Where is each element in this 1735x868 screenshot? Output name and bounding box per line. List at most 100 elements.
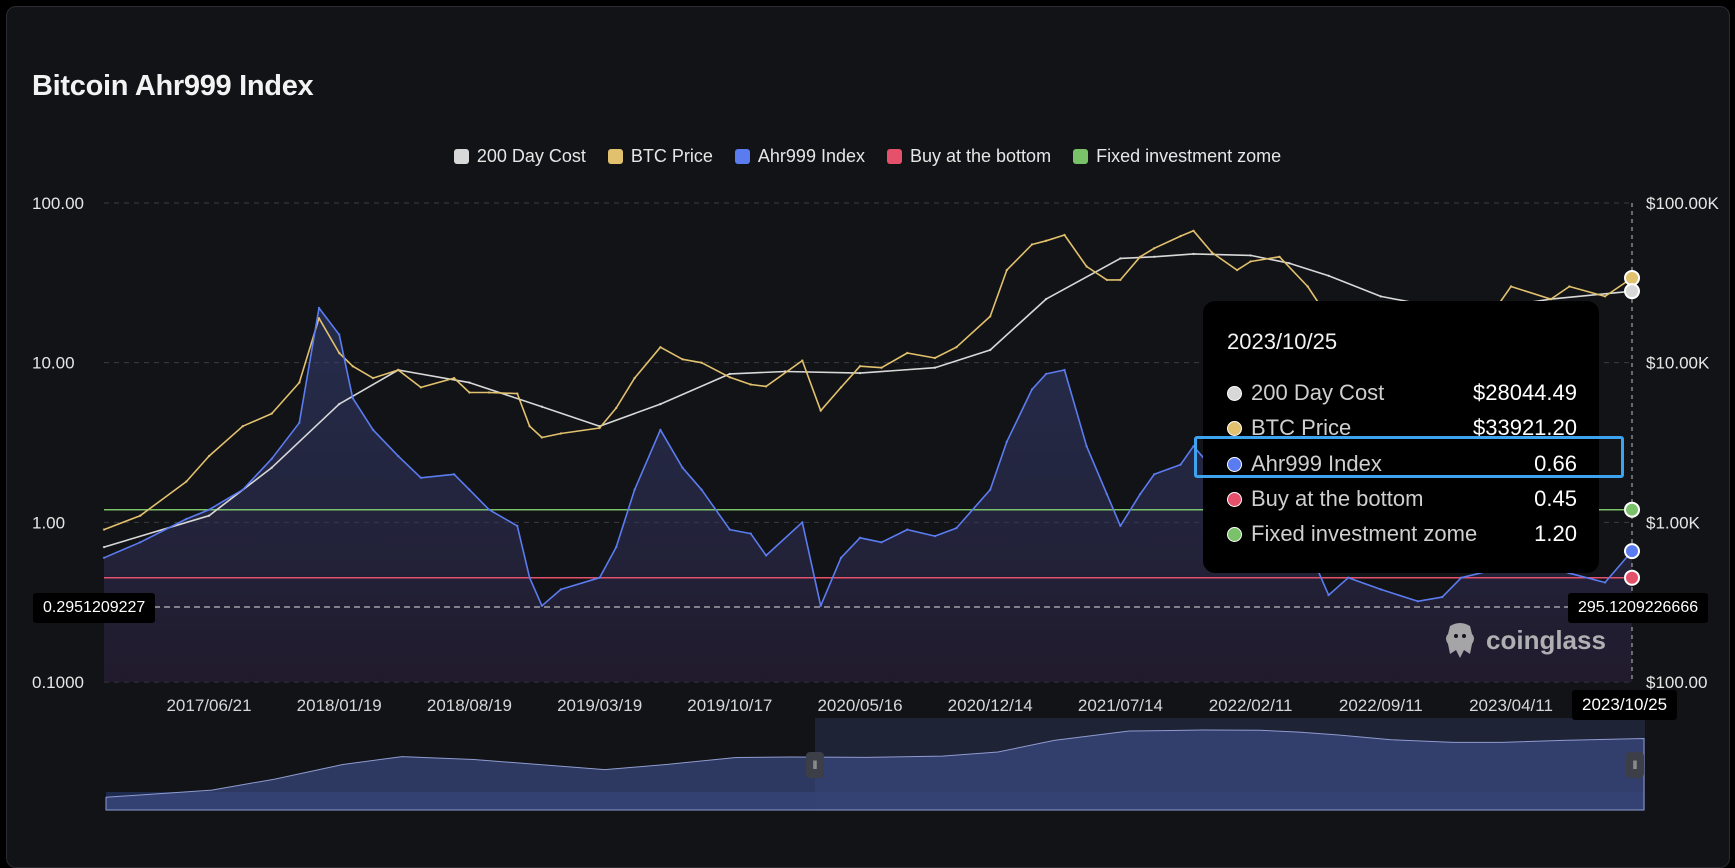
data-point: [1030, 243, 1034, 246]
tooltip-dot: [1227, 526, 1242, 542]
data-point: [1603, 295, 1607, 298]
data-point: [270, 466, 273, 469]
data-point: [1192, 252, 1195, 256]
legend-swatch: [607, 149, 623, 164]
overview-brush-left-handle[interactable]: ‖: [806, 752, 824, 778]
tooltip-label: Ahr999 Index: [1251, 451, 1382, 476]
data-point: [659, 402, 662, 406]
data-point: [764, 554, 768, 557]
y-left-tick-label: 0.1000: [32, 673, 84, 692]
y-right-tick-label: $100.00: [1646, 673, 1707, 692]
data-point: [839, 386, 843, 389]
data-point: [819, 604, 822, 607]
tooltip-value: $33921.20: [1473, 415, 1577, 440]
legend-label: Buy at the bottom: [909, 146, 1052, 166]
data-point: [728, 528, 731, 531]
legend-item-btc-price[interactable]: BTC Price: [607, 146, 713, 167]
legend-item-fixed-investment-zone[interactable]: Fixed investment zome: [1073, 146, 1281, 167]
data-point: [338, 351, 341, 355]
tooltip-value: $28044.49: [1473, 380, 1577, 405]
data-point: [1179, 463, 1182, 466]
coinglass-watermark: coinglass: [1442, 620, 1606, 660]
data-point: [516, 524, 519, 528]
data-point: [1044, 372, 1048, 376]
data-point: [989, 315, 992, 318]
x-tick-label: 2022/09/11: [1339, 696, 1423, 715]
tooltip-dot: [1227, 491, 1242, 507]
data-point: [819, 409, 822, 412]
data-point: [298, 421, 301, 424]
legend-item-buy-at-the-bottom[interactable]: Buy at the bottom: [886, 146, 1052, 167]
data-point: [1235, 268, 1239, 272]
overview-series-area: [105, 729, 1645, 811]
y-left-tick-label: 100.00: [32, 194, 84, 213]
coinglass-logo-icon: [1446, 623, 1474, 658]
data-point: [241, 425, 244, 428]
x-tick-label: 2019/10/17: [687, 696, 772, 715]
tooltip-label: BTC Price: [1251, 415, 1352, 440]
chart-title: Bitcoin Ahr999 Index: [32, 70, 314, 102]
data-point: [139, 514, 142, 517]
data-point: [681, 466, 684, 469]
data-point: [185, 517, 188, 521]
data-point: [397, 368, 400, 372]
data-point: [270, 457, 273, 460]
x-tick-label: 2020/12/14: [948, 696, 1033, 715]
data-point: [1379, 588, 1383, 591]
data-point: [1441, 595, 1444, 599]
x-tick-label: 2022/02/11: [1209, 696, 1293, 715]
tooltip-dot: [1227, 420, 1242, 436]
data-point: [1119, 257, 1122, 260]
tooltip-row-200-day-cost: 200 Day Cost $28044.49: [1227, 378, 1577, 408]
tooltip-row-btc-price: BTC Price $33921.20: [1227, 413, 1577, 443]
tooltip-label: Fixed investment zome: [1251, 521, 1478, 546]
legend-item-200-day-cost[interactable]: 200 Day Cost: [453, 146, 586, 167]
data-point: [452, 473, 456, 476]
data-point: [371, 428, 375, 431]
watermark-text: coinglass: [1486, 624, 1606, 655]
btc-price-end-marker: [1624, 269, 1640, 286]
data-point: [102, 556, 106, 559]
legend-item-ahr999-index[interactable]: Ahr999 Index: [734, 146, 865, 167]
data-point: [839, 556, 843, 559]
tooltip-highlight-box: [1194, 436, 1624, 478]
data-point: [207, 514, 211, 517]
data-point: [1105, 493, 1109, 496]
legend-swatch: [886, 149, 902, 164]
data-point: [955, 526, 958, 530]
data-point: [528, 576, 531, 579]
data-point: [933, 356, 937, 360]
data-point: [728, 376, 731, 379]
data-point: [452, 376, 456, 380]
overview-brush-right-handle[interactable]: ‖: [1626, 752, 1644, 778]
data-point: [1005, 440, 1008, 443]
data-point: [102, 545, 106, 549]
chart-plot[interactable]: 100.00 $100.00K 10.00 $10.00K 1.00 $1.00K 0.10…: [0, 0, 1735, 843]
data-point: [1153, 247, 1156, 250]
data-point: [317, 317, 321, 320]
data-point: [1347, 576, 1350, 579]
ahr999-end-marker: [1624, 543, 1640, 560]
data-point: [598, 426, 601, 430]
x-tick-label: 2023/04/11: [1469, 696, 1553, 715]
data-point: [615, 406, 618, 410]
data-point: [858, 536, 862, 539]
y-right-tick-label: $10.00K: [1646, 354, 1710, 373]
legend-label: Fixed investment zome: [1096, 146, 1282, 166]
data-point: [858, 365, 862, 368]
data-point: [1138, 493, 1142, 496]
data-point: [540, 604, 544, 607]
data-point: [185, 480, 188, 483]
data-point: [338, 333, 341, 336]
data-point: [858, 371, 862, 375]
ahr999-area: [104, 308, 1632, 682]
data-point: [880, 541, 883, 544]
data-point: [1603, 581, 1607, 584]
data-point: [880, 366, 883, 369]
tooltip-value: 0.66: [1534, 451, 1577, 476]
legend-swatch: [734, 149, 750, 164]
y-right-tick-label: $1.00K: [1646, 513, 1701, 532]
data-point: [1119, 524, 1122, 528]
data-point: [1044, 297, 1048, 301]
tooltip-dot: [1227, 385, 1242, 401]
